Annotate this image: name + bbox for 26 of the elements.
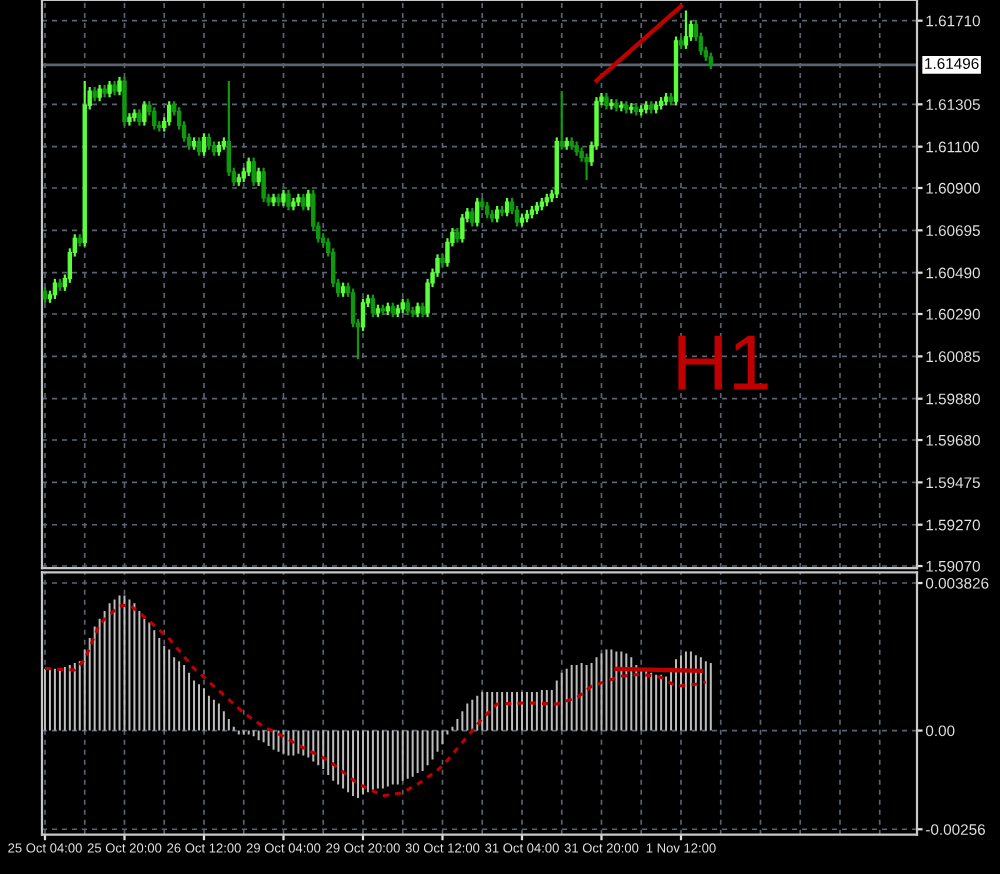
candlestick: [256, 166, 261, 188]
candlestick: [683, 9, 689, 51]
line-series: [43, 603, 708, 798]
candlestick: [688, 19, 694, 43]
candlestick: [226, 79, 232, 178]
candlestick: [306, 188, 311, 212]
candlestick: [584, 152, 589, 182]
candlestick: [196, 136, 202, 157]
candlestick: [470, 206, 475, 228]
candlestick: [261, 166, 266, 204]
candlestick: [514, 204, 520, 228]
candlestick: [475, 196, 480, 228]
candlestick: [251, 156, 256, 188]
candlestick: [504, 196, 510, 218]
candlestick: [609, 98, 614, 111]
candlestick: [460, 212, 465, 244]
candlestick: [117, 75, 122, 97]
candlestick: [52, 277, 58, 301]
candlestick: [152, 106, 157, 131]
candlestick: [370, 293, 376, 319]
candlestick: [167, 100, 172, 127]
annotation: H1: [678, 335, 768, 390]
candlestick: [142, 100, 147, 127]
candlestick: [286, 188, 291, 212]
candlestick: [246, 156, 251, 178]
candlestick: [425, 277, 430, 319]
